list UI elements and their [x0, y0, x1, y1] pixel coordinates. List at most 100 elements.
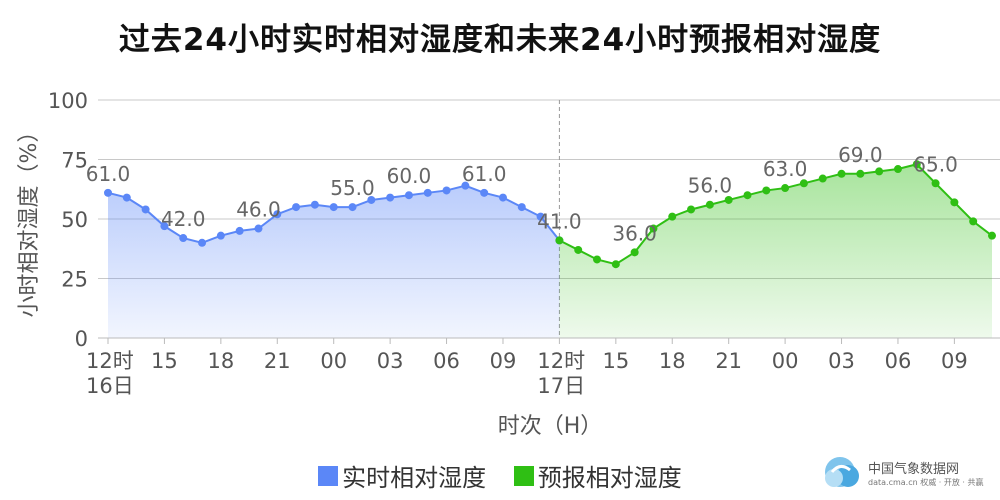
y-tick-label: 50 — [61, 208, 88, 232]
point-forecast — [988, 231, 996, 240]
point-observed — [273, 210, 282, 219]
data-label-forecast: 63.0 — [763, 157, 808, 181]
point-forecast — [950, 198, 959, 207]
point-forecast — [593, 255, 602, 264]
data-label-forecast: 65.0 — [913, 152, 958, 176]
x-tick-sublabel: 16日 — [86, 374, 134, 398]
point-forecast — [875, 167, 884, 176]
point-forecast — [969, 217, 978, 226]
legend-swatch-forecast — [513, 465, 534, 486]
logo-name: 中国气象数据网 — [868, 462, 960, 477]
x-tick-label: 06 — [885, 349, 912, 373]
point-observed — [367, 195, 376, 204]
y-tick-label: 0 — [75, 327, 88, 351]
legend-item-forecast[interactable]: 预报相对湿度 — [513, 458, 682, 493]
data-label-forecast: 56.0 — [688, 174, 733, 198]
point-observed — [122, 193, 131, 202]
point-forecast — [781, 184, 790, 193]
point-forecast — [799, 179, 808, 188]
data-label-observed: 42.0 — [161, 207, 206, 231]
point-forecast — [837, 169, 846, 178]
x-tick-label: 21 — [264, 349, 291, 373]
point-observed — [386, 193, 395, 202]
point-observed — [310, 200, 319, 209]
x-tick-label: 18 — [659, 349, 686, 373]
point-observed — [198, 238, 207, 247]
data-label-observed: 46.0 — [236, 198, 281, 222]
x-tick-label: 15 — [151, 349, 178, 373]
x-tick-label: 12时 — [537, 349, 585, 373]
point-forecast — [818, 174, 827, 183]
data-label-observed: 41.0 — [537, 209, 582, 233]
y-tick-label: 75 — [61, 149, 88, 173]
point-observed — [423, 188, 432, 197]
point-forecast — [931, 179, 940, 188]
point-forecast — [762, 186, 771, 195]
point-forecast — [743, 191, 752, 200]
point-observed — [498, 193, 507, 202]
x-tick-sublabel: 17日 — [537, 374, 585, 398]
point-observed — [348, 203, 357, 212]
point-forecast — [724, 195, 733, 204]
x-tick-label: 03 — [828, 349, 855, 373]
point-observed — [329, 203, 338, 212]
point-observed — [517, 203, 526, 212]
point-observed — [536, 212, 545, 221]
data-label-observed: 55.0 — [330, 176, 375, 200]
legend-item-observed[interactable]: 实时相对湿度 — [318, 458, 486, 493]
y-tick-label: 25 — [61, 268, 88, 292]
point-forecast — [687, 205, 696, 214]
x-tick-label: 09 — [490, 349, 517, 373]
area-forecast — [559, 164, 992, 338]
x-axis-title: 时次（H） — [498, 414, 603, 439]
point-observed — [104, 188, 112, 197]
data-label-observed: 60.0 — [387, 164, 432, 188]
area-observed — [108, 185, 560, 338]
point-observed — [292, 203, 301, 212]
point-observed — [160, 222, 169, 231]
point-observed — [216, 231, 225, 240]
point-forecast — [649, 224, 658, 233]
point-forecast — [574, 245, 583, 254]
data-label-forecast: 69.0 — [838, 143, 883, 167]
legend-swatch-observed — [318, 465, 339, 486]
point-forecast — [555, 236, 564, 245]
point-observed — [141, 205, 150, 214]
logo-subtitle: data.cma.cn 权威 · 开放 · 共赢 — [868, 478, 984, 487]
data-source-logo: 中国气象数据网 data.cma.cn 权威 · 开放 · 共赢 — [820, 452, 990, 492]
y-axis-title: 小时相对湿度（%） — [17, 121, 42, 318]
data-label-observed: 61.0 — [86, 162, 131, 186]
point-forecast — [856, 169, 865, 178]
legend-label-observed: 实时相对湿度 — [342, 464, 487, 492]
point-observed — [442, 186, 451, 195]
x-tick-label: 18 — [207, 349, 234, 373]
x-tick-label: 03 — [377, 349, 404, 373]
point-observed — [404, 191, 413, 200]
point-observed — [480, 188, 489, 197]
point-observed — [179, 234, 188, 243]
x-tick-label: 15 — [602, 349, 629, 373]
point-observed — [235, 226, 244, 235]
chart-title: 过去24小时实时相对湿度和未来24小时预报相对湿度 — [118, 22, 882, 58]
point-forecast — [705, 200, 714, 209]
point-forecast — [630, 248, 639, 257]
point-observed — [461, 181, 470, 190]
point-forecast — [893, 165, 902, 174]
x-tick-label: 00 — [320, 349, 347, 373]
chart-legend: 实时相对湿度 预报相对湿度 — [0, 458, 1000, 493]
x-tick-label: 09 — [941, 349, 968, 373]
x-tick-label: 06 — [433, 349, 460, 373]
data-label-forecast: 36.0 — [612, 221, 657, 245]
y-tick-label: 100 — [48, 89, 88, 113]
point-forecast — [668, 212, 677, 221]
data-label-observed: 61.0 — [462, 162, 507, 186]
point-observed — [254, 224, 263, 233]
legend-label-forecast: 预报相对湿度 — [537, 464, 682, 492]
x-tick-label: 12时 — [86, 349, 134, 373]
x-tick-label: 21 — [715, 349, 742, 373]
x-tick-label: 00 — [772, 349, 799, 373]
cloud-logo-icon — [825, 457, 859, 487]
point-forecast — [611, 260, 620, 269]
point-forecast — [912, 160, 921, 169]
